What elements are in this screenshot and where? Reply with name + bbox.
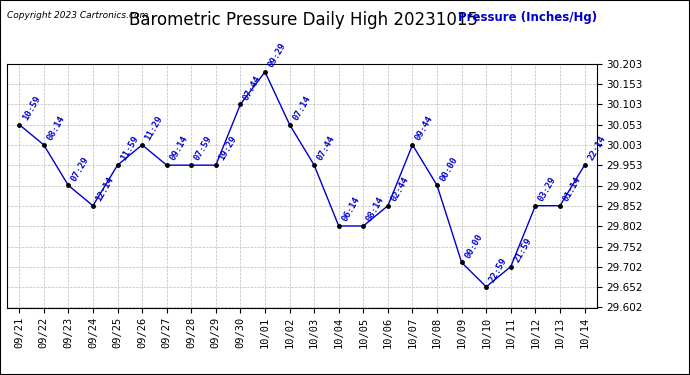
- Text: Barometric Pressure Daily High 20231015: Barometric Pressure Daily High 20231015: [129, 11, 478, 29]
- Text: 02:44: 02:44: [389, 175, 411, 203]
- Text: 07:59: 07:59: [193, 135, 214, 162]
- Text: 11:59: 11:59: [119, 135, 140, 162]
- Text: 22:59: 22:59: [488, 256, 509, 284]
- Text: 08:14: 08:14: [45, 114, 66, 142]
- Text: 07:14: 07:14: [291, 94, 312, 122]
- Text: 11:29: 11:29: [144, 114, 165, 142]
- Text: 00:00: 00:00: [463, 232, 484, 260]
- Text: 07:29: 07:29: [70, 155, 91, 183]
- Text: 01:14: 01:14: [562, 175, 582, 203]
- Text: 21:59: 21:59: [512, 236, 533, 264]
- Text: 03:29: 03:29: [537, 175, 558, 203]
- Text: 07:44: 07:44: [315, 135, 337, 162]
- Text: 08:14: 08:14: [365, 195, 386, 223]
- Text: 09:44: 09:44: [414, 114, 435, 142]
- Text: 10:59: 10:59: [21, 94, 42, 122]
- Text: Copyright 2023 Cartronics.com: Copyright 2023 Cartronics.com: [7, 11, 148, 20]
- Text: 07:44: 07:44: [241, 74, 263, 102]
- Text: 00:00: 00:00: [438, 155, 460, 183]
- Text: Pressure (Inches/Hg): Pressure (Inches/Hg): [457, 11, 597, 24]
- Text: 12:14: 12:14: [95, 175, 115, 203]
- Text: 19:29: 19:29: [217, 135, 239, 162]
- Text: 09:29: 09:29: [266, 41, 288, 69]
- Text: 06:14: 06:14: [340, 195, 362, 223]
- Text: 22:14: 22:14: [586, 135, 607, 162]
- Text: 09:14: 09:14: [168, 135, 189, 162]
